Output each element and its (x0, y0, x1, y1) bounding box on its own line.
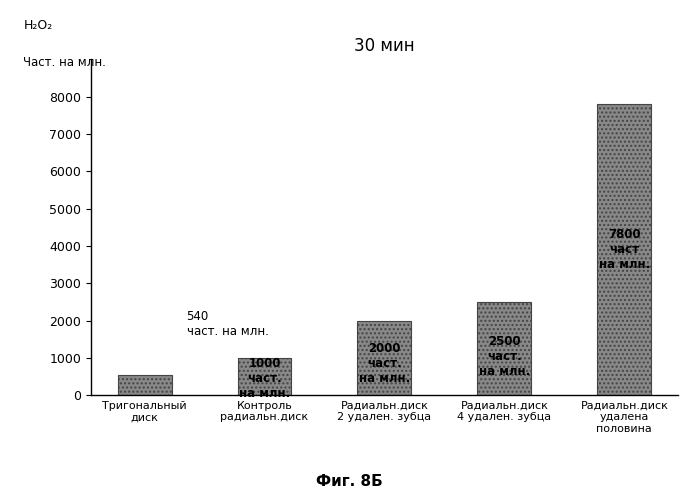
Title: 30 мин: 30 мин (354, 37, 415, 55)
Bar (477, 302, 531, 395)
Text: 1000
част.
на млн.: 1000 част. на млн. (239, 357, 290, 400)
Bar (357, 321, 412, 395)
Bar (117, 375, 171, 395)
Text: 540
част. на млн.: 540 част. на млн. (187, 310, 268, 338)
Bar (598, 104, 651, 395)
Text: 2000
част.
на млн.: 2000 част. на млн. (359, 342, 410, 385)
Text: 2500
част.
на млн.: 2500 част. на млн. (479, 334, 530, 377)
Text: Част. на млн.: Част. на млн. (23, 56, 106, 69)
Text: Фиг. 8Б: Фиг. 8Б (316, 474, 383, 489)
Bar (238, 358, 291, 395)
Text: 7800
част
на млн.: 7800 част на млн. (599, 228, 650, 271)
Text: H₂O₂: H₂O₂ (23, 19, 52, 33)
